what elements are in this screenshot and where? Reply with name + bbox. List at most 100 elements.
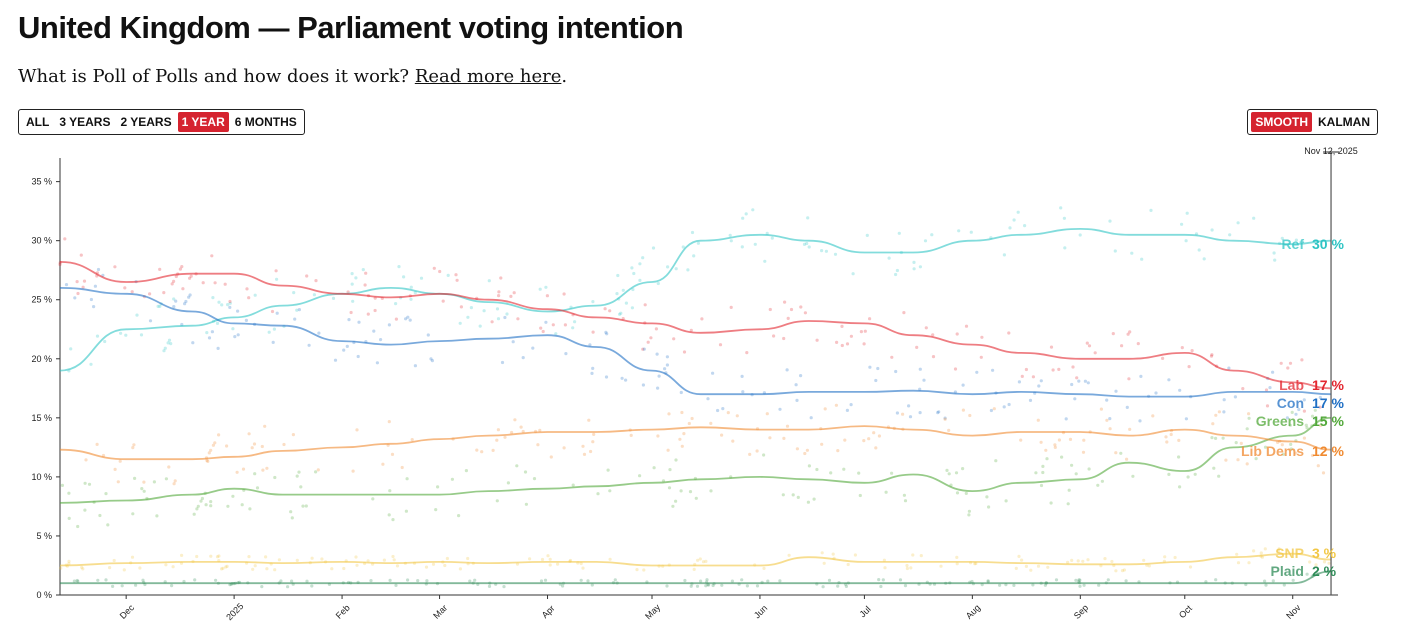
poll-point-ref [226, 303, 230, 307]
poll-point-plaid [730, 579, 735, 583]
poll-point-snp [1122, 568, 1126, 572]
x-tick-label: Jun [752, 603, 769, 620]
poll-point-con [544, 320, 548, 324]
poll-point-lab [608, 309, 612, 313]
range-3-years-button[interactable]: 3 YEARS [59, 115, 111, 129]
end-label-greens: Greens [1256, 413, 1304, 429]
poll-point-greens [464, 469, 468, 473]
poll-point-snp [1036, 564, 1041, 568]
poll-point-lab [170, 282, 174, 286]
poll-point-snp [1259, 551, 1263, 555]
poll-point-lab [63, 237, 67, 241]
poll-point-greens [1221, 436, 1225, 440]
poll-point-greens [1186, 475, 1190, 479]
poll-point-lib-dems [519, 425, 523, 429]
poll-point-greens [98, 513, 102, 518]
poll-point-plaid [844, 584, 849, 588]
poll-point-ref [69, 347, 73, 351]
poll-point-ref [1140, 257, 1144, 261]
poll-point-lab [1286, 366, 1290, 370]
poll-point-lib-dems [731, 439, 735, 443]
poll-point-lib-dems [261, 468, 265, 472]
poll-point-ref [912, 260, 916, 264]
poll-point-lab [1127, 377, 1131, 381]
poll-point-greens [1049, 501, 1053, 505]
poll-point-snp [1024, 564, 1028, 568]
poll-point-con [1154, 391, 1158, 395]
poll-point-lib-dems [709, 421, 713, 425]
mode-kalman-button[interactable]: KALMAN [1318, 115, 1370, 129]
poll-point-lib-dems [836, 449, 840, 453]
series-line-snp [59, 552, 1332, 567]
poll-point-plaid [1082, 583, 1086, 587]
poll-point-greens [1178, 485, 1182, 489]
poll-point-lib-dems [225, 444, 229, 448]
poll-point-lib-dems [252, 442, 257, 446]
poll-point-snp [264, 555, 268, 559]
poll-point-greens [434, 508, 438, 512]
poll-point-lab [58, 262, 62, 267]
poll-point-lab [1126, 332, 1130, 336]
poll-point-greens [1177, 455, 1181, 459]
poll-point-plaid [134, 583, 138, 587]
poll-point-lab [1007, 331, 1011, 335]
poll-point-plaid [1271, 579, 1275, 583]
poll-point-con [372, 329, 376, 333]
x-tick-label: Nov [1284, 602, 1303, 621]
poll-point-lib-dems [118, 459, 122, 463]
poll-point-lab [247, 296, 251, 300]
range-6-months-button[interactable]: 6 MONTHS [234, 115, 297, 129]
poll-point-lab [654, 327, 659, 331]
poll-point-lab [953, 367, 958, 371]
poll-point-ref [103, 339, 107, 344]
poll-point-ref [1180, 222, 1184, 226]
poll-point-plaid [707, 583, 711, 587]
read-more-link[interactable]: Read more here [414, 66, 562, 87]
poll-point-plaid [1305, 572, 1309, 576]
poll-point-greens [1245, 427, 1249, 431]
poll-point-lab [1031, 375, 1035, 379]
poll-point-con [500, 360, 505, 365]
poll-point-snp [905, 566, 910, 571]
poll-point-ref [630, 266, 634, 270]
poll-point-plaid [388, 578, 392, 582]
range-1-year-button[interactable]: 1 YEAR [177, 112, 229, 132]
poll-point-ref [807, 245, 811, 249]
poll-point-greens [1210, 436, 1214, 440]
poll-point-con [1139, 374, 1143, 378]
poll-point-plaid [170, 584, 174, 588]
poll-point-lib-dems [247, 432, 251, 436]
x-tick-label: Oct [1177, 603, 1194, 620]
poll-point-lib-dems [862, 439, 866, 443]
poll-point-ref [1273, 258, 1277, 262]
poll-point-con [716, 408, 720, 413]
poll-point-ref [1197, 248, 1201, 252]
poll-point-lab [82, 279, 87, 283]
poll-point-lab [980, 335, 984, 339]
poll-point-lab [1187, 365, 1191, 369]
poll-point-ref [666, 265, 670, 269]
poll-point-con [1222, 398, 1226, 402]
poll-point-lib-dems [84, 458, 88, 462]
poll-point-lib-dems [785, 424, 790, 428]
poll-point-snp [221, 566, 225, 570]
range-2-years-button[interactable]: 2 YEARS [120, 115, 172, 129]
poll-point-con [1086, 381, 1090, 385]
poll-point-ref [158, 304, 162, 308]
poll-point-plaid [1054, 578, 1059, 582]
poll-point-con [908, 415, 913, 419]
poll-point-plaid [310, 584, 314, 588]
poll-point-ref [1228, 233, 1232, 237]
poll-point-ref [1236, 221, 1240, 225]
poll-point-greens [652, 466, 656, 470]
x-tick-label: Dec [118, 602, 137, 621]
poll-point-lab [81, 285, 85, 289]
poll-point-snp [1103, 557, 1107, 561]
poll-point-greens [209, 504, 213, 508]
mode-smooth-button[interactable]: SMOOTH [1251, 112, 1312, 132]
range-all-button[interactable]: ALL [26, 115, 50, 129]
poll-point-lib-dems [1245, 462, 1249, 466]
poll-point-ref [487, 279, 491, 283]
poll-point-lab [803, 311, 808, 315]
poll-point-lab [682, 350, 687, 354]
